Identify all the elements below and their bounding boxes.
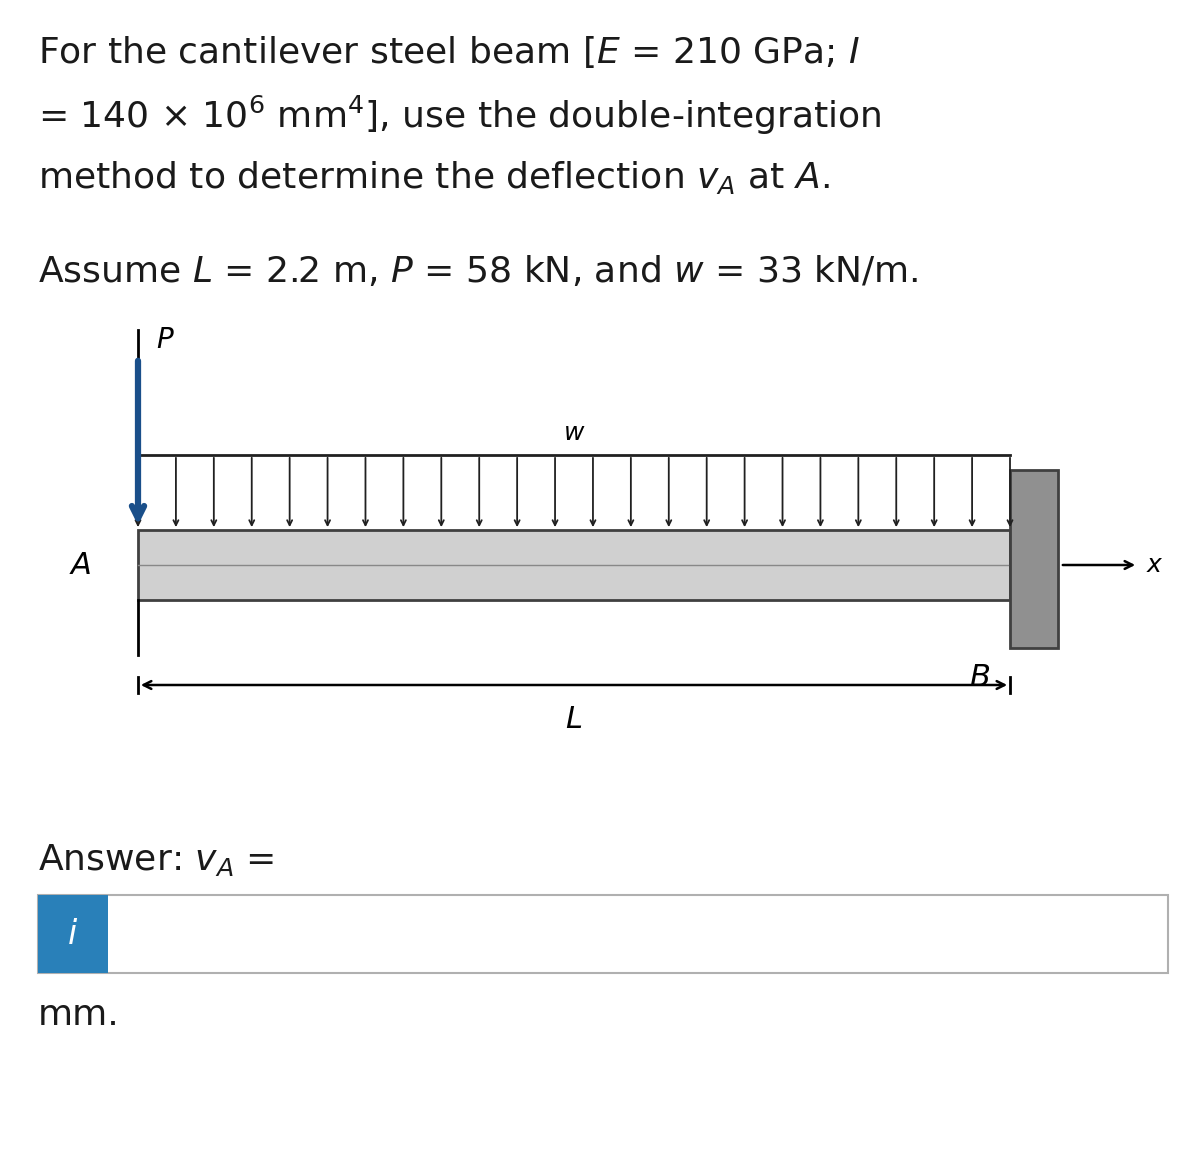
Text: Answer: $v_A$ =: Answer: $v_A$ = bbox=[38, 842, 275, 878]
Text: For the cantilever steel beam [$E$ = 210 GPa; $I$: For the cantilever steel beam [$E$ = 210… bbox=[38, 33, 860, 70]
Bar bbox=[1010, 470, 1058, 649]
Text: method to determine the deflection $v_A$ at $A$.: method to determine the deflection $v_A$… bbox=[38, 159, 829, 196]
Text: $x$: $x$ bbox=[1146, 553, 1164, 577]
Text: $B$: $B$ bbox=[970, 664, 990, 692]
Text: mm.: mm. bbox=[38, 998, 120, 1032]
Bar bbox=[38, 896, 108, 973]
Text: $P$: $P$ bbox=[156, 325, 175, 354]
Text: Assume $L$ = 2.2 m, $P$ = 58 kN, and $w$ = 33 kN/m.: Assume $L$ = 2.2 m, $P$ = 58 kN, and $w$… bbox=[38, 255, 918, 290]
Bar bbox=[138, 530, 1010, 600]
Text: $i$: $i$ bbox=[67, 917, 78, 951]
Text: = 140 × 10$^6$ mm$^4$], use the double-integration: = 140 × 10$^6$ mm$^4$], use the double-i… bbox=[38, 93, 881, 136]
Text: $A$: $A$ bbox=[68, 550, 91, 579]
Text: $w$: $w$ bbox=[563, 421, 586, 445]
Bar bbox=[38, 896, 1168, 973]
Text: $L$: $L$ bbox=[565, 705, 582, 734]
